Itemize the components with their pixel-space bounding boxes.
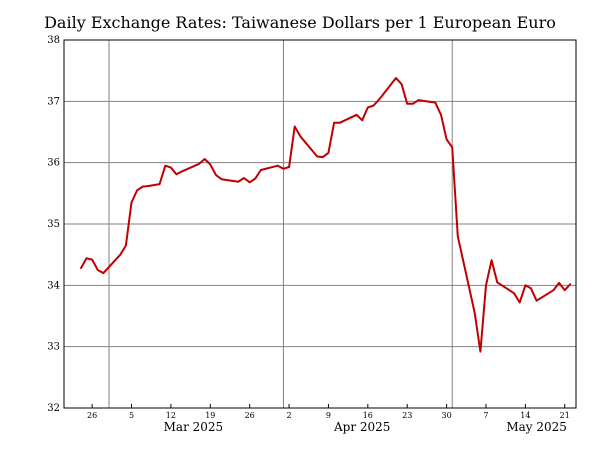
data-point: [400, 83, 403, 85]
data-point: [243, 177, 245, 179]
data-point: [293, 125, 296, 128]
x-tick-label: 26: [87, 411, 97, 420]
x-tick-label: 9: [326, 411, 331, 420]
month-label: Apr 2025: [333, 420, 390, 434]
data-point: [322, 156, 324, 158]
data-point: [164, 164, 167, 167]
data-point: [417, 99, 420, 101]
data-point: [395, 77, 397, 79]
x-tick-label: 2: [287, 411, 292, 420]
x-tick-label: 12: [166, 411, 176, 420]
y-axis-ticks: 32 33 34 35 36 37 38: [47, 35, 60, 414]
data-point: [327, 152, 330, 154]
data-point: [277, 164, 279, 167]
y-tick-label: 32: [47, 403, 60, 414]
data-point: [338, 122, 341, 124]
series-layer: [80, 77, 572, 353]
series-points: [80, 77, 572, 353]
data-point: [136, 189, 138, 192]
data-point: [473, 312, 476, 314]
data-point: [248, 181, 251, 184]
x-tick-label: 5: [129, 411, 134, 420]
data-point: [372, 104, 375, 107]
y-tick-label: 38: [47, 35, 60, 46]
data-point: [260, 169, 262, 171]
data-point: [215, 174, 217, 176]
data-point: [299, 135, 302, 138]
y-tick-label: 34: [47, 280, 60, 291]
data-point: [569, 283, 572, 285]
y-tick-label: 36: [47, 158, 60, 169]
data-point: [254, 177, 257, 180]
x-tick-label: 30: [441, 411, 451, 420]
month-label: May 2025: [506, 420, 567, 434]
data-point: [333, 122, 335, 124]
data-point: [378, 98, 380, 101]
x-tick-label: 16: [363, 411, 373, 420]
data-point: [80, 267, 82, 270]
x-axis-ticks: 26 5 12 19 26 2 9 16 23 30 7 14 21 Mar 2025 Apr 2025 Ma…: [87, 404, 570, 434]
data-point: [518, 301, 521, 304]
data-point: [535, 299, 538, 302]
data-point: [412, 103, 414, 105]
x-tick-label: 7: [483, 411, 488, 420]
data-point: [367, 106, 369, 109]
data-point: [552, 289, 555, 292]
data-point: [220, 178, 223, 180]
data-point: [490, 259, 493, 262]
data-point: [513, 292, 515, 295]
data-point: [479, 350, 482, 353]
data-point: [158, 183, 161, 185]
data-point: [440, 114, 442, 116]
y-tick-label: 33: [47, 342, 60, 353]
data-point: [355, 114, 358, 116]
data-point: [209, 163, 212, 166]
data-point: [170, 166, 172, 169]
x-tick-label: 19: [205, 411, 215, 420]
data-point: [485, 284, 487, 287]
data-point: [558, 282, 560, 284]
data-point: [142, 185, 144, 188]
x-tick-label: 23: [402, 411, 412, 420]
data-point: [457, 235, 459, 238]
series-line: [80, 77, 572, 353]
y-tick-label: 35: [47, 219, 60, 230]
data-point: [119, 253, 122, 256]
data-point: [237, 180, 240, 183]
data-point: [451, 146, 454, 149]
data-point: [406, 103, 409, 105]
x-tick-label: 14: [520, 411, 530, 420]
data-point: [288, 166, 290, 168]
data-point: [175, 173, 178, 176]
data-point: [181, 170, 183, 173]
grid-layer: [64, 40, 576, 408]
data-point: [97, 269, 99, 271]
data-point: [203, 158, 206, 160]
data-point: [282, 168, 285, 170]
data-point: [524, 284, 527, 287]
y-tick-label: 37: [47, 96, 60, 107]
data-point: [530, 287, 532, 290]
data-point: [130, 201, 133, 204]
data-point: [316, 155, 319, 158]
data-point: [198, 163, 200, 165]
data-point: [147, 185, 150, 187]
x-tick-label: 21: [560, 411, 570, 420]
data-point: [563, 289, 566, 292]
month-label: Mar 2025: [164, 420, 224, 434]
data-point: [445, 138, 448, 141]
plot-frame: [63, 39, 577, 409]
chart-title: Daily Exchange Rates: Taiwanese Dollars …: [44, 13, 556, 32]
data-point: [102, 272, 105, 274]
x-tick-label: 26: [245, 411, 255, 420]
data-point: [496, 281, 499, 284]
data-point: [361, 119, 364, 122]
data-point: [91, 258, 93, 261]
data-point: [85, 257, 88, 260]
data-point: [434, 101, 437, 104]
data-point: [125, 244, 127, 247]
